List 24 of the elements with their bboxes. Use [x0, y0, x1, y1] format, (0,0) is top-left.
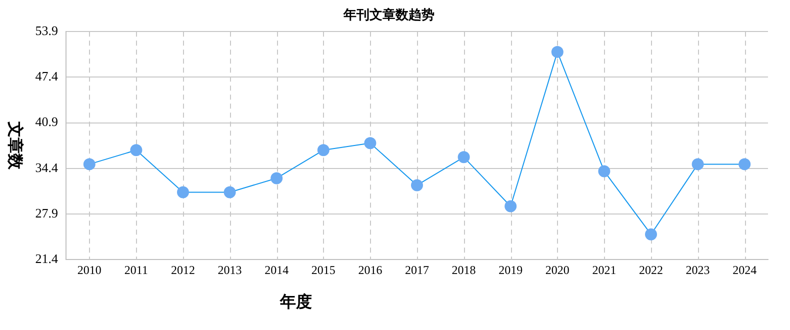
y-tick-label: 27.9: [35, 205, 58, 220]
x-tick-label: 2012: [171, 262, 195, 277]
chart-title: 年刊文章数趋势: [342, 7, 434, 22]
y-axis-title: 文章数: [6, 120, 24, 171]
x-tick-label: 2017: [405, 262, 429, 277]
x-tick-label: 2023: [686, 262, 710, 277]
x-tick-label: 2018: [452, 262, 476, 277]
y-tick-label: 53.9: [35, 23, 58, 38]
x-tick-label: 2022: [639, 262, 663, 277]
x-tick-label: 2020: [545, 262, 570, 277]
x-tick-label: 2011: [124, 262, 148, 277]
y-tick-label: 47.4: [35, 68, 58, 84]
x-tick-label: 2010: [77, 262, 102, 277]
y-tick-label: 21.4: [35, 251, 58, 266]
y-tick-label: 40.9: [35, 114, 58, 130]
x-tick-label: 2015: [311, 262, 336, 277]
x-tick-label: 2024: [732, 262, 757, 277]
y-tick-label: 34.4: [35, 160, 58, 175]
x-axis-title: 年度: [279, 292, 312, 312]
x-tick-label: 2016: [358, 262, 382, 277]
x-tick-label: 2013: [218, 262, 242, 277]
x-tick-label: 2014: [264, 262, 289, 277]
x-tick-label: 2019: [498, 262, 523, 277]
x-tick-label: 2021: [592, 262, 616, 277]
